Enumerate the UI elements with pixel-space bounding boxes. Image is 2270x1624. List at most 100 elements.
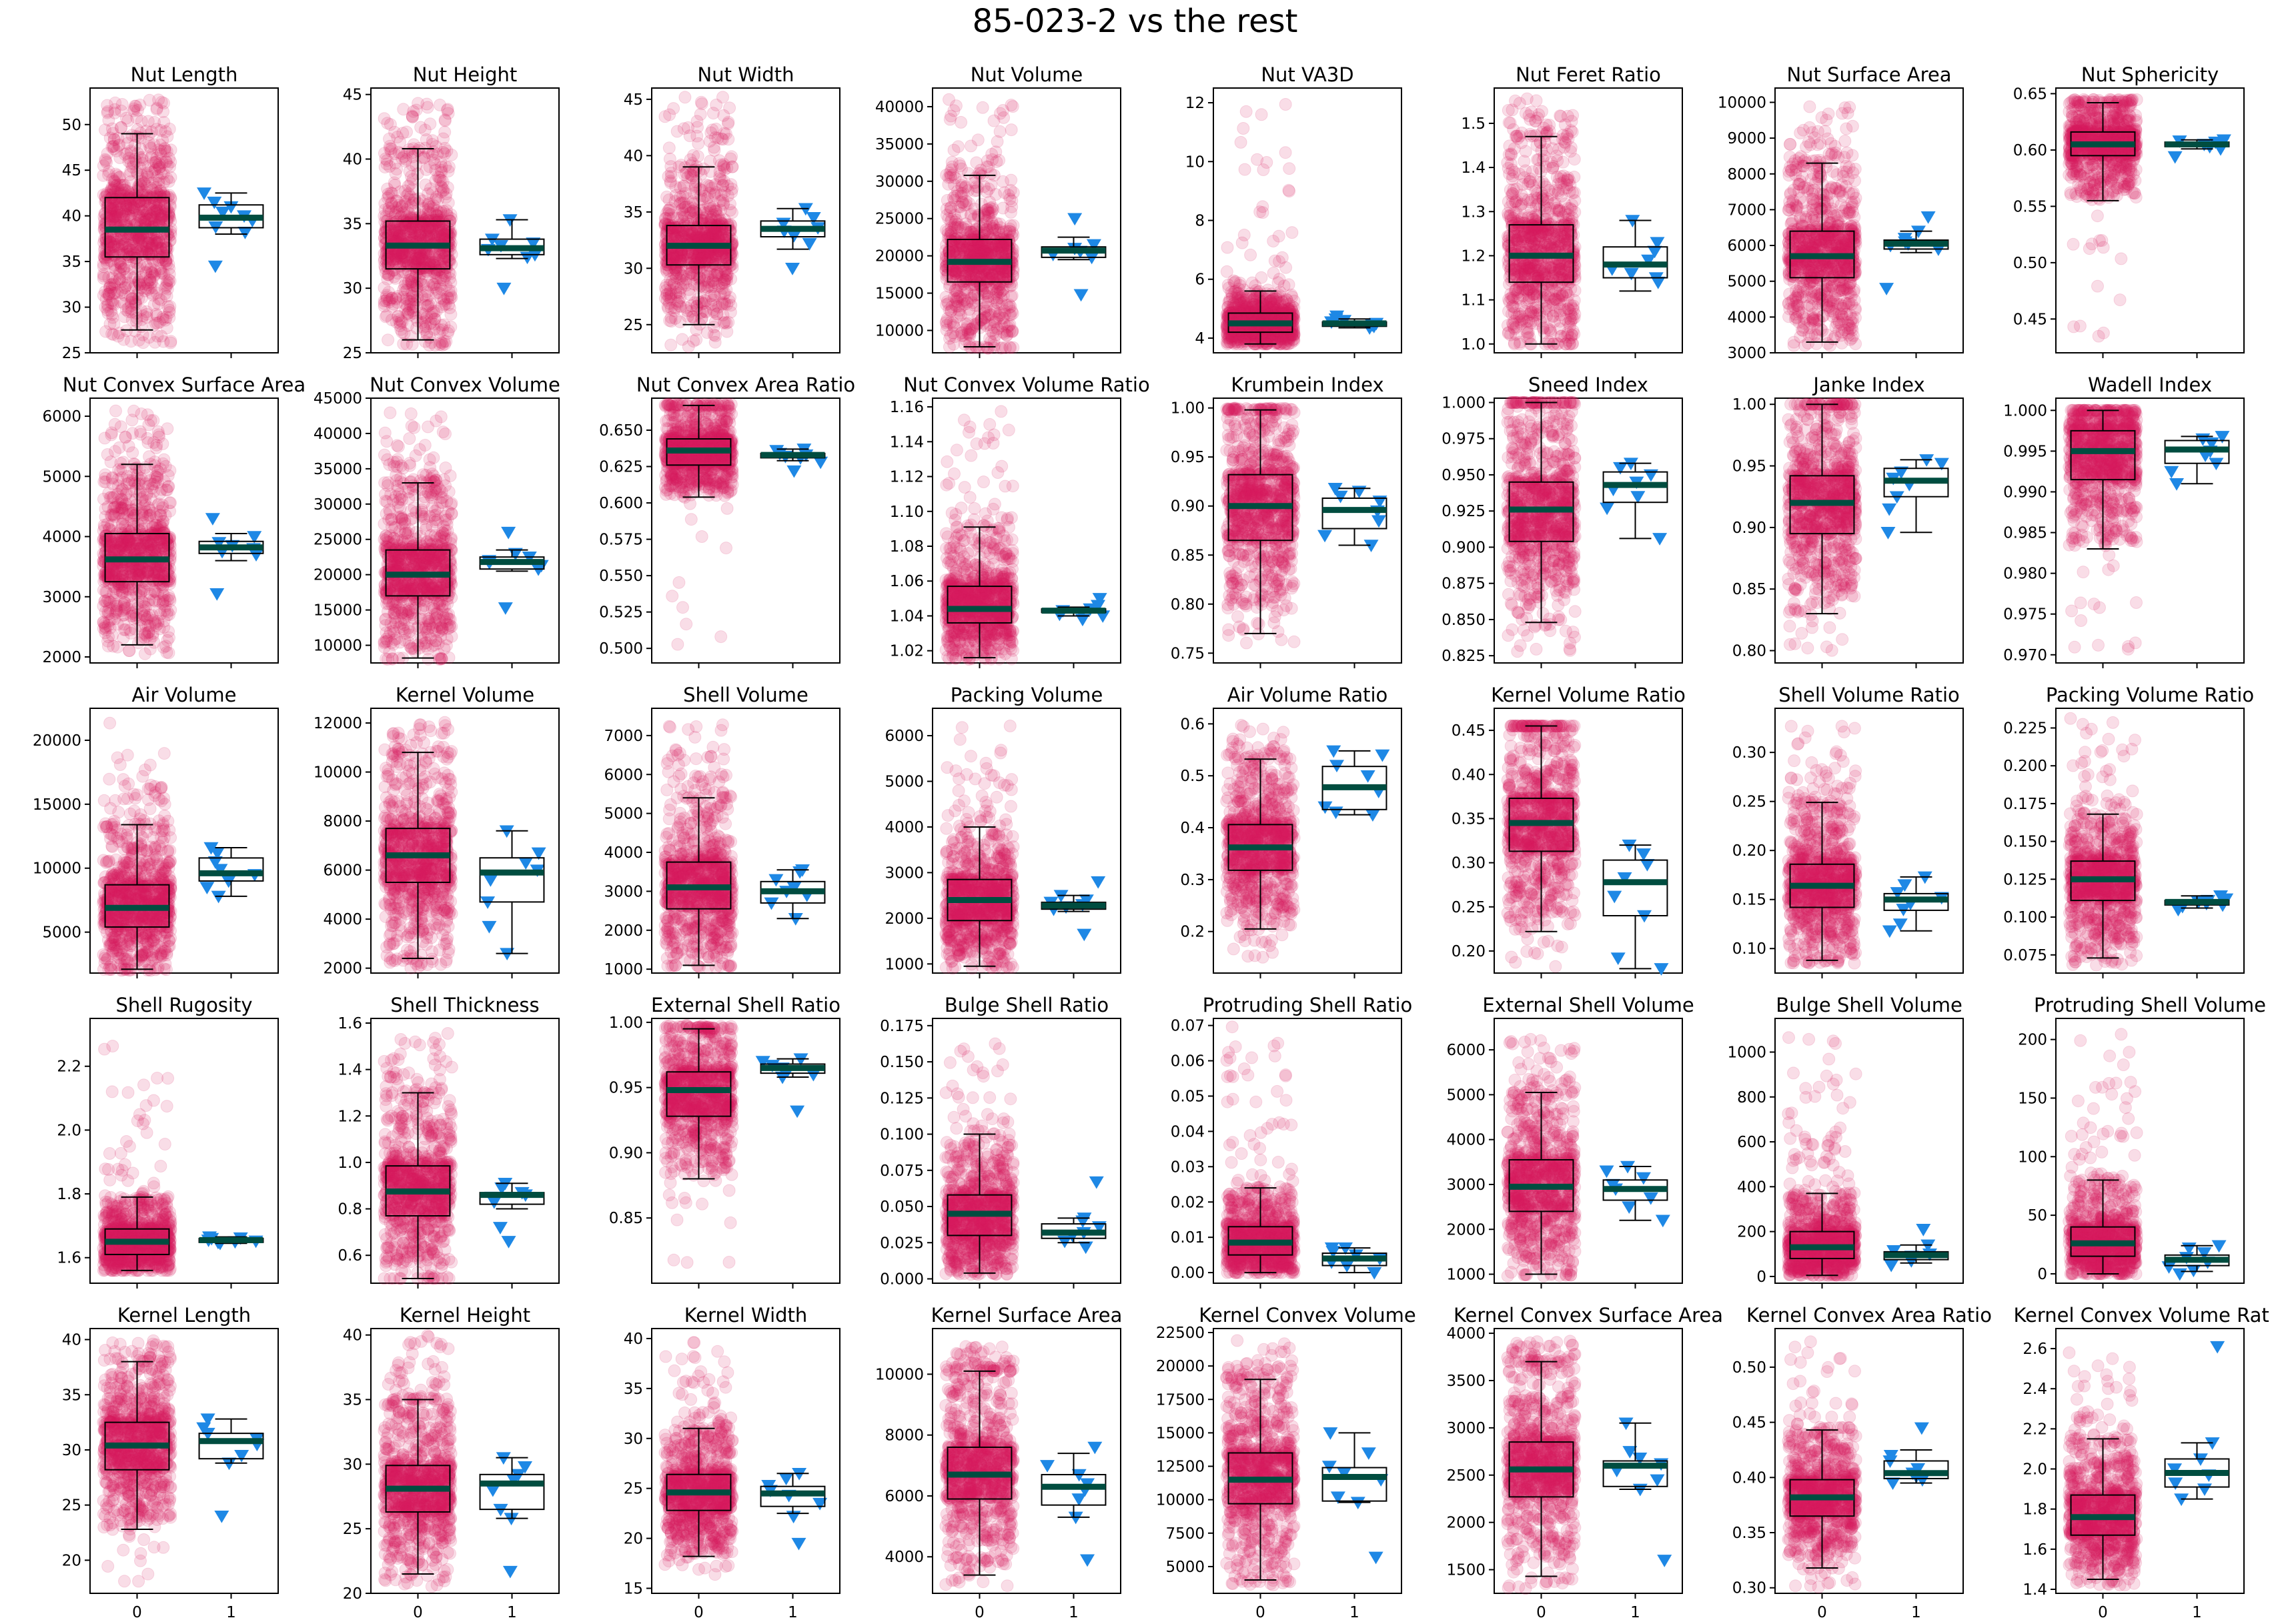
marker-group-1 — [776, 203, 826, 275]
scatter-point — [103, 288, 115, 300]
scatter-point — [667, 226, 679, 238]
scatter-point — [106, 328, 118, 340]
scatter-point — [97, 169, 109, 181]
scatter-point — [674, 191, 686, 203]
scatter-point — [115, 105, 127, 117]
scatter-point — [384, 133, 396, 145]
y-tick-label: 10000 — [875, 322, 924, 339]
triangle-marker — [503, 214, 518, 227]
scatter-point — [159, 145, 171, 157]
scatter-point — [678, 123, 690, 135]
scatter-point — [382, 334, 394, 346]
scatter-point — [158, 176, 170, 188]
scatter-point — [412, 97, 424, 109]
subplot: Nut Volume100001500020000250003000035000… — [875, 63, 1121, 358]
scatter-point — [670, 264, 682, 276]
scatter-point — [659, 213, 671, 225]
scatter-point — [106, 308, 118, 320]
scatter-point — [706, 211, 718, 223]
scatter-point — [399, 298, 411, 310]
scatter-point — [437, 175, 449, 187]
scatter-point — [429, 157, 441, 169]
scatter-point — [690, 304, 702, 316]
scatter-point — [668, 103, 680, 115]
y-tick-label: 30 — [62, 299, 81, 317]
scatter-point — [702, 192, 714, 204]
scatter-point — [439, 115, 451, 127]
y-tick-label: 45 — [343, 87, 362, 104]
scatter-point — [665, 339, 677, 351]
y-tick-label: 25000 — [875, 211, 924, 228]
triangle-marker — [496, 283, 511, 295]
scatter-point — [118, 297, 130, 309]
y-tick-label: 35 — [343, 215, 362, 233]
scatter-point — [164, 300, 176, 312]
y-tick-label: 30 — [343, 280, 362, 297]
scatter-point — [415, 121, 427, 133]
y-tick-label: 45 — [62, 162, 81, 179]
scatter-point — [157, 311, 169, 323]
y-tick-label: 40 — [62, 208, 81, 225]
scatter-point — [442, 209, 454, 221]
scatter-point — [406, 183, 418, 195]
scatter-point — [664, 177, 676, 189]
scatter-point — [711, 307, 723, 319]
scatter-point — [140, 266, 152, 278]
scatter-point — [143, 94, 155, 106]
scatter-point — [389, 148, 401, 160]
triangle-marker — [208, 261, 223, 273]
scatter-point — [682, 341, 694, 353]
y-tick-label: 30000 — [875, 173, 924, 191]
scatter-point — [718, 161, 730, 173]
scatter-point — [108, 140, 120, 152]
scatter-point — [444, 268, 456, 280]
scatter-point — [717, 179, 729, 191]
scatter-point — [394, 261, 406, 273]
scatter-point — [143, 137, 155, 149]
scatter-point — [386, 292, 398, 304]
scatter-point — [709, 336, 721, 348]
scatter-point — [418, 323, 430, 335]
scatter-point — [101, 107, 113, 119]
scatter-point — [129, 271, 141, 283]
scatter-point — [414, 229, 426, 241]
y-tick-label: 20000 — [875, 248, 924, 265]
scatter-point — [113, 191, 125, 203]
subplot-title: Nut Height — [413, 63, 518, 86]
scatter-point — [129, 139, 141, 151]
scatter-point — [722, 118, 734, 130]
triangle-marker — [237, 227, 252, 239]
scatter-point — [158, 117, 170, 129]
scatter-point — [717, 133, 729, 145]
y-tick-label: 30 — [624, 260, 643, 277]
scatter-point — [664, 153, 676, 165]
scatter-point — [679, 91, 691, 103]
scatter-point — [424, 339, 436, 351]
scatter-point — [428, 313, 440, 325]
scatter-point — [382, 257, 394, 269]
scatter-point — [671, 249, 683, 261]
scatter-point — [688, 228, 700, 240]
scatter-point — [384, 161, 396, 173]
y-tick-label: 50 — [62, 117, 81, 134]
scatter-point — [405, 199, 417, 211]
scatter-point — [694, 217, 706, 229]
scatter-point — [442, 103, 454, 115]
scatter-point — [117, 263, 129, 275]
y-tick-label: 25 — [624, 317, 643, 334]
scatter-point — [695, 280, 707, 292]
scatter-point — [105, 203, 117, 215]
scatter-point — [149, 336, 161, 348]
scatter-point — [105, 237, 117, 249]
scatter-point — [439, 126, 451, 138]
y-tick-label: 35000 — [875, 136, 924, 153]
scatter-point — [133, 334, 145, 346]
subplot-title: Nut Width — [698, 63, 794, 86]
scatter-point — [165, 337, 177, 349]
scatter-point — [725, 299, 737, 311]
scatter-point — [685, 169, 697, 181]
scatter-point — [128, 281, 140, 293]
scatter-point — [439, 148, 451, 160]
